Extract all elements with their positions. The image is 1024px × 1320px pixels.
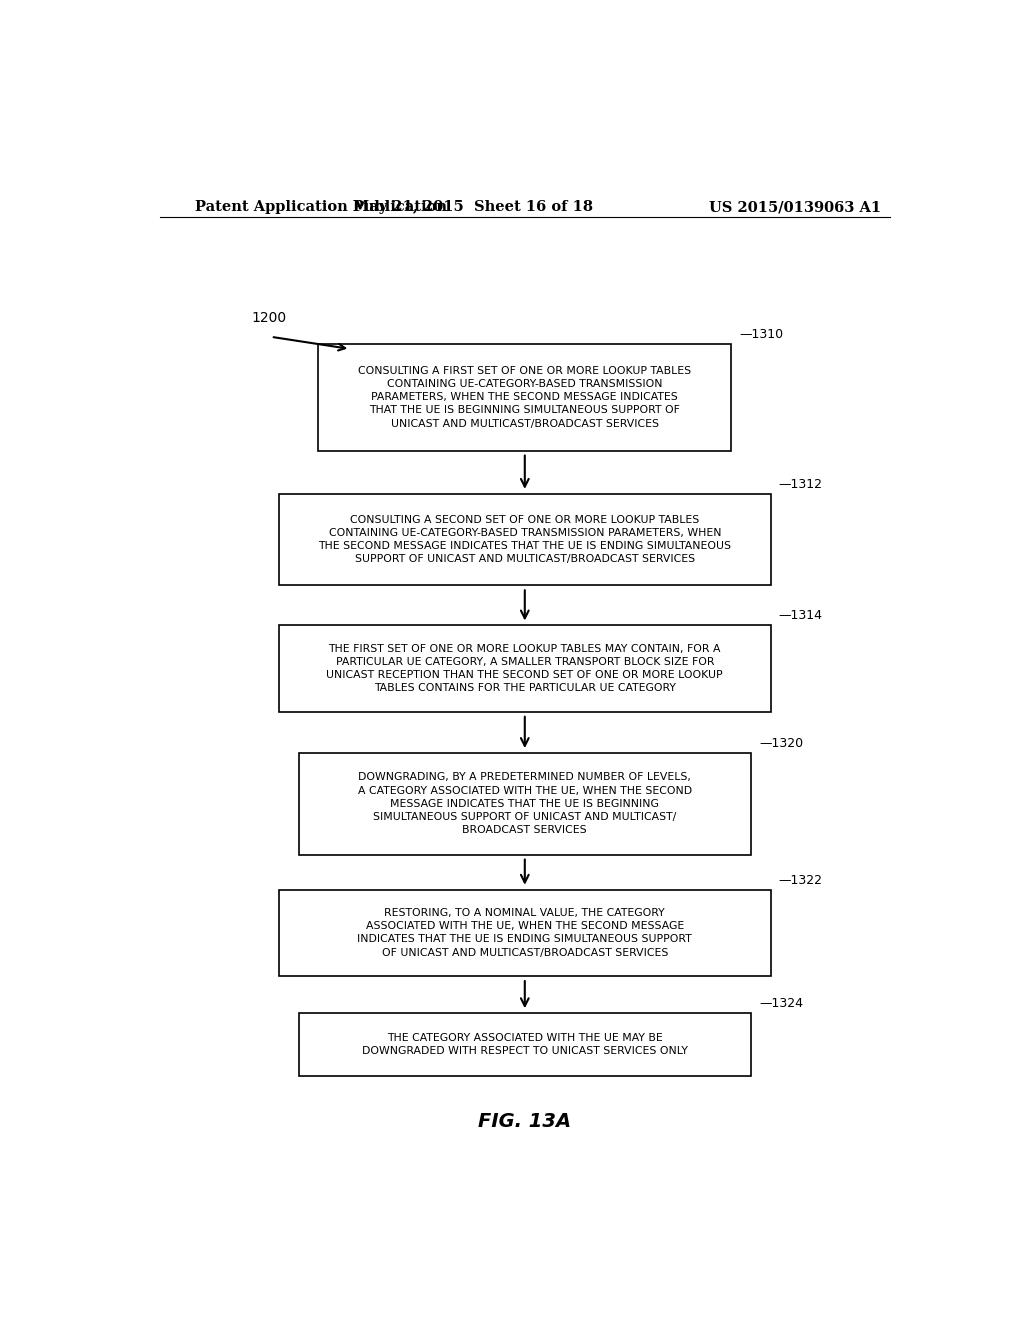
Text: —1312: —1312: [779, 478, 822, 491]
FancyBboxPatch shape: [299, 1014, 751, 1076]
Text: THE FIRST SET OF ONE OR MORE LOOKUP TABLES MAY CONTAIN, FOR A
PARTICULAR UE CATE: THE FIRST SET OF ONE OR MORE LOOKUP TABL…: [327, 644, 723, 693]
Text: US 2015/0139063 A1: US 2015/0139063 A1: [709, 201, 881, 214]
Text: 1200: 1200: [251, 312, 286, 326]
Text: —1322: —1322: [779, 874, 822, 887]
FancyBboxPatch shape: [279, 626, 771, 711]
Text: FIG. 13A: FIG. 13A: [478, 1113, 571, 1131]
FancyBboxPatch shape: [318, 345, 731, 450]
Text: —1324: —1324: [759, 997, 803, 1010]
Text: RESTORING, TO A NOMINAL VALUE, THE CATEGORY
ASSOCIATED WITH THE UE, WHEN THE SEC: RESTORING, TO A NOMINAL VALUE, THE CATEG…: [357, 908, 692, 958]
FancyBboxPatch shape: [279, 494, 771, 585]
Text: Patent Application Publication: Patent Application Publication: [196, 201, 447, 214]
Text: May 21, 2015  Sheet 16 of 18: May 21, 2015 Sheet 16 of 18: [353, 201, 593, 214]
Text: —1314: —1314: [779, 610, 822, 623]
FancyBboxPatch shape: [279, 890, 771, 975]
FancyBboxPatch shape: [299, 752, 751, 854]
Text: DOWNGRADING, BY A PREDETERMINED NUMBER OF LEVELS,
A CATEGORY ASSOCIATED WITH THE: DOWNGRADING, BY A PREDETERMINED NUMBER O…: [357, 772, 692, 836]
Text: —1320: —1320: [759, 737, 803, 750]
Text: CONSULTING A SECOND SET OF ONE OR MORE LOOKUP TABLES
CONTAINING UE-CATEGORY-BASE: CONSULTING A SECOND SET OF ONE OR MORE L…: [318, 515, 731, 565]
Text: CONSULTING A FIRST SET OF ONE OR MORE LOOKUP TABLES
CONTAINING UE-CATEGORY-BASED: CONSULTING A FIRST SET OF ONE OR MORE LO…: [358, 366, 691, 429]
Text: THE CATEGORY ASSOCIATED WITH THE UE MAY BE
DOWNGRADED WITH RESPECT TO UNICAST SE: THE CATEGORY ASSOCIATED WITH THE UE MAY …: [361, 1034, 688, 1056]
Text: —1310: —1310: [739, 327, 783, 341]
